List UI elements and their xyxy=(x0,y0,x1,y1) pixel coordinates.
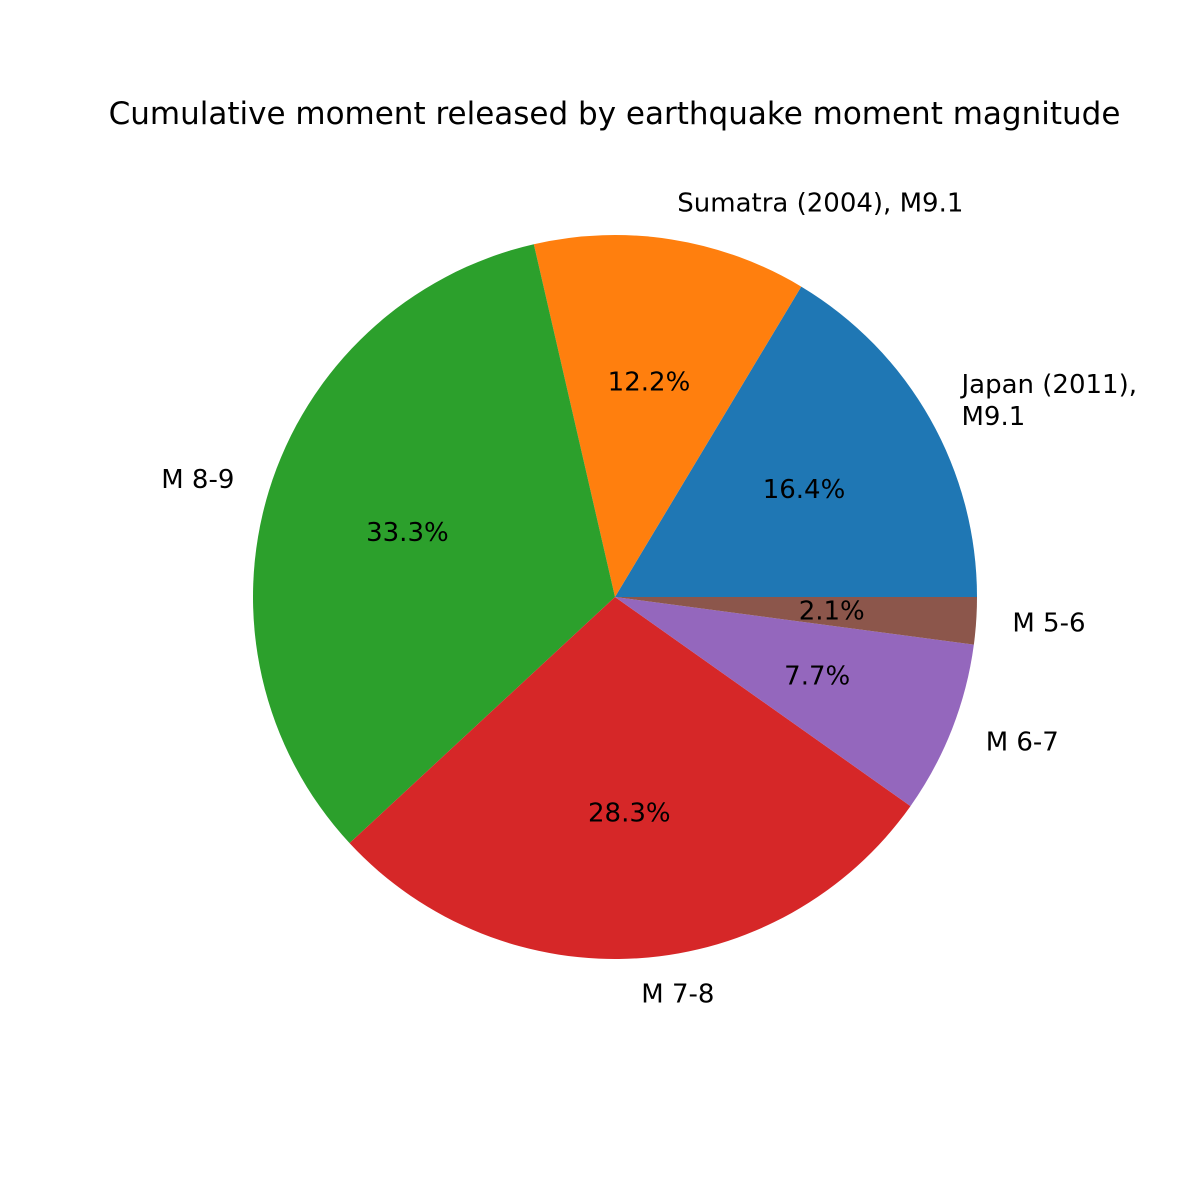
category-label-m-7-8: M 7-8 xyxy=(641,979,714,1009)
category-label-sumatra-2004-m9-1: Sumatra (2004), M9.1 xyxy=(677,189,963,219)
category-label-m-5-6: M 5-6 xyxy=(1012,608,1085,638)
percent-label-m-8-9: 33.3% xyxy=(366,518,449,548)
percent-label-m-7-8: 28.3% xyxy=(588,799,671,829)
category-label-line: M 5-6 xyxy=(1012,608,1085,638)
pie-labels: 16.4% Japan (2011), M9.1 12.2% Sumatra (2004… xyxy=(161,189,1137,1010)
percent-label-sumatra-2004-m9-1: 12.2% xyxy=(608,367,691,397)
category-label-japan-2011-m9-1: Japan (2011), M9.1 xyxy=(960,370,1137,432)
category-label-line: M 7-8 xyxy=(641,979,714,1009)
slice-m-7-8 xyxy=(349,597,911,959)
category-label-line: M9.1 xyxy=(962,402,1026,432)
category-label-line: M 8-9 xyxy=(161,465,234,495)
slice-m-6-7 xyxy=(615,597,974,807)
category-label-m-6-7: M 6-7 xyxy=(986,727,1059,757)
slice-japan-2011-m9-1 xyxy=(615,286,977,597)
percent-label-m-6-7: 7.7% xyxy=(784,661,850,691)
pie-slices xyxy=(252,235,977,959)
percent-label-japan-2011-m9-1: 16.4% xyxy=(763,475,846,505)
category-label-line: M 6-7 xyxy=(986,727,1059,757)
slice-m-8-9 xyxy=(252,244,615,844)
slice-sumatra-2004-m9-1 xyxy=(533,235,802,597)
category-label-line: Sumatra (2004), M9.1 xyxy=(677,189,963,219)
category-label-line: Japan (2011), xyxy=(960,370,1137,400)
percent-label-m-5-6: 2.1% xyxy=(799,596,865,626)
chart-title: Cumulative moment released by earthquake… xyxy=(108,96,1121,132)
category-label-m-8-9: M 8-9 xyxy=(161,465,234,495)
slice-m-5-6 xyxy=(615,597,977,645)
